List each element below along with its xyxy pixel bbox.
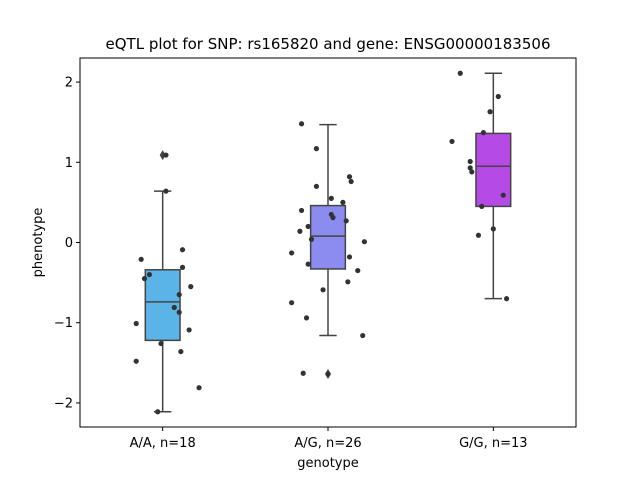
data-point: [158, 340, 164, 347]
data-point: [500, 192, 506, 198]
data-point: [355, 267, 361, 274]
data-point: [490, 226, 496, 232]
data-point: [467, 158, 473, 165]
data-point: [475, 232, 482, 238]
strip-points: [449, 70, 510, 302]
data-point: [328, 195, 334, 201]
data-point: [289, 300, 295, 306]
data-point: [343, 218, 349, 224]
data-point: [480, 130, 487, 136]
data-point: [346, 254, 353, 260]
data-point: [340, 199, 346, 205]
data-point: [133, 320, 139, 327]
data-point: [138, 256, 144, 262]
y-axis-label: phenotype: [31, 208, 46, 278]
data-point: [178, 348, 184, 355]
y-tick-label: −1: [54, 316, 73, 331]
data-point: [171, 304, 177, 311]
strip-points: [133, 152, 202, 415]
data-point: [495, 93, 501, 100]
data-point: [186, 327, 192, 333]
data-point: [457, 70, 463, 76]
data-point: [146, 271, 153, 278]
y-axis: −2 −1 0 1 2: [54, 76, 80, 411]
data-point: [133, 358, 139, 364]
y-tick-label: 0: [65, 236, 73, 251]
data-point: [303, 315, 310, 321]
x-tick-label: G/G, n=13: [459, 436, 527, 451]
data-point: [163, 188, 169, 194]
data-point: [308, 236, 315, 242]
box-group: [144, 150, 181, 413]
data-point: [360, 332, 366, 339]
x-axis: A/A, n=18 A/G, n=26 G/G, n=13: [130, 427, 528, 451]
data-point: [320, 287, 326, 293]
data-point: [487, 109, 493, 115]
data-point: [300, 370, 306, 376]
y-tick-label: 2: [65, 76, 73, 91]
x-tick-label: A/G, n=26: [294, 436, 361, 451]
box-group: [309, 123, 347, 380]
strip-points: [289, 121, 367, 377]
data-point: [313, 183, 320, 189]
data-point: [179, 264, 186, 270]
data-point: [467, 165, 473, 171]
data-point: [188, 284, 194, 290]
data-point: [313, 146, 320, 152]
data-point: [297, 228, 303, 234]
data-point: [298, 121, 305, 127]
data-point: [503, 296, 510, 302]
y-tick-label: −2: [54, 396, 73, 411]
data-point: [298, 207, 305, 214]
data-point: [289, 250, 295, 256]
data-point: [305, 223, 311, 230]
data-point: [176, 292, 182, 298]
plot-area: [133, 70, 512, 415]
data-point: [345, 279, 351, 285]
data-point: [176, 309, 182, 315]
chart-title: eQTL plot for SNP: rs165820 and gene: EN…: [106, 35, 551, 53]
data-point: [325, 371, 331, 377]
data-point: [141, 275, 148, 282]
y-tick-label: 1: [65, 156, 73, 171]
outlier-marker: [159, 150, 166, 161]
data-point: [449, 138, 455, 145]
data-point: [305, 261, 311, 267]
data-point: [348, 178, 354, 185]
x-tick-label: A/A, n=18: [130, 436, 196, 451]
data-point: [155, 409, 161, 415]
data-point: [179, 247, 186, 253]
x-axis-label: genotype: [297, 456, 358, 471]
data-point: [330, 215, 336, 221]
data-point: [346, 174, 353, 180]
data-point: [163, 152, 169, 158]
box-iqr: [309, 204, 347, 270]
data-point: [196, 385, 202, 391]
data-point: [469, 169, 475, 175]
data-point: [361, 239, 367, 245]
data-point: [479, 203, 485, 210]
box-group: [475, 72, 512, 300]
